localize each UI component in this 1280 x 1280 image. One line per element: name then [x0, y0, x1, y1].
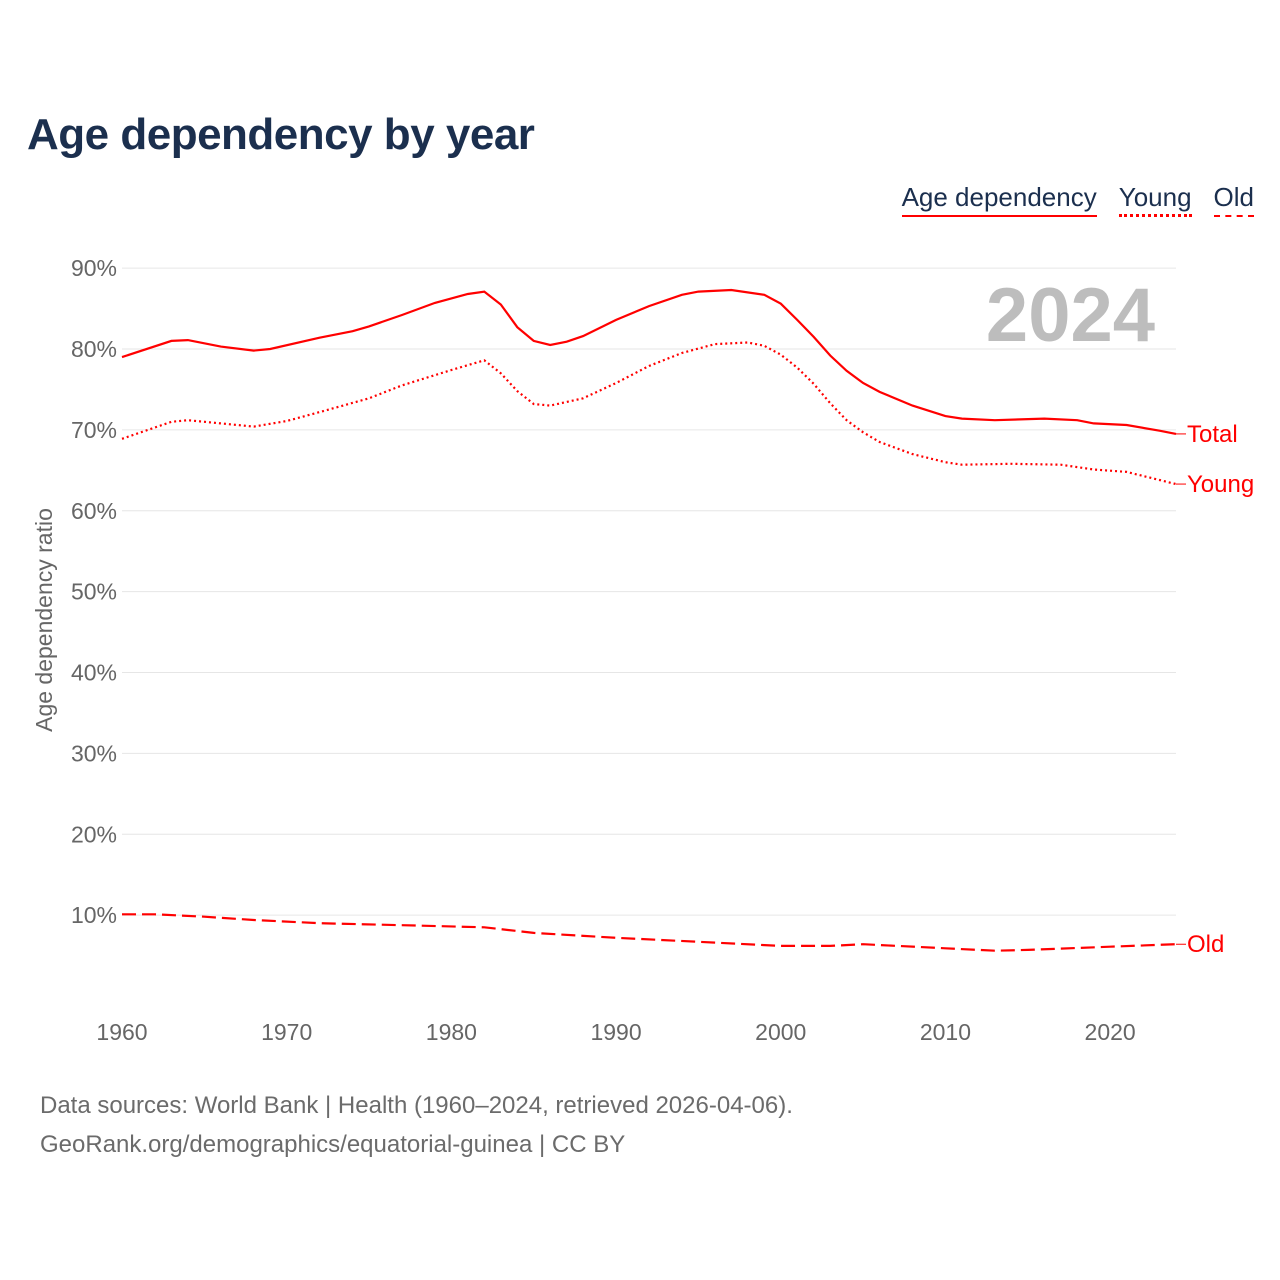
- x-tick-label: 2020: [1085, 1019, 1136, 1045]
- attribution-text: GeoRank.org/demographics/equatorial-guin…: [40, 1131, 626, 1158]
- y-tick-label: 80%: [71, 336, 117, 362]
- series-line-total: [121, 288, 1177, 435]
- series-line-young: [121, 341, 1177, 486]
- x-tick-label: 1960: [96, 1019, 147, 1045]
- x-tick-label: 1970: [261, 1019, 312, 1045]
- footer: Data sources: World Bank | Health (1960–…: [40, 1086, 793, 1164]
- y-tick-label: 60%: [71, 498, 117, 524]
- legend: Age dependency Young Old: [901, 182, 1254, 217]
- end-label-young: Young: [1187, 471, 1254, 498]
- x-tick-label: 1980: [426, 1019, 477, 1045]
- legend-old[interactable]: Old: [1213, 182, 1254, 217]
- y-tick-label: 10%: [71, 902, 117, 928]
- legend-young[interactable]: Young: [1118, 182, 1192, 217]
- y-tick-label: 20%: [71, 821, 117, 847]
- source-text: Data sources: World Bank | Health (1960–…: [40, 1092, 793, 1119]
- chart-title: Age dependency by year: [27, 110, 535, 159]
- y-tick-label: 70%: [71, 417, 117, 443]
- y-axis-label: Age dependency ratio: [31, 508, 57, 732]
- y-tick-label: 30%: [71, 740, 117, 766]
- end-label-old: Old: [1187, 931, 1224, 958]
- y-tick-label: 90%: [71, 255, 117, 281]
- end-label-total: Total: [1187, 421, 1238, 448]
- x-tick-label: 1990: [590, 1019, 641, 1045]
- x-tick-label: 2000: [755, 1019, 806, 1045]
- y-tick-label: 40%: [71, 660, 117, 686]
- y-tick-label: 50%: [71, 579, 117, 605]
- series-line-old: [122, 913, 1177, 952]
- legend-total[interactable]: Age dependency: [901, 182, 1097, 217]
- x-tick-label: 2010: [920, 1019, 971, 1045]
- year-label: 2024: [986, 273, 1155, 358]
